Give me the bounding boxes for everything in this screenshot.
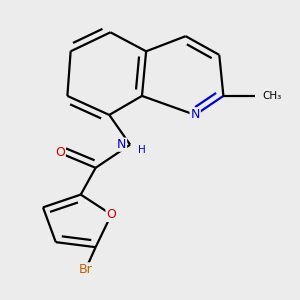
Text: CH₃: CH₃	[262, 91, 282, 101]
Text: H: H	[138, 145, 146, 155]
Text: Br: Br	[79, 263, 92, 276]
Text: O: O	[106, 208, 116, 221]
Text: N: N	[190, 108, 200, 122]
Text: O: O	[55, 146, 65, 160]
Text: N: N	[117, 138, 127, 151]
